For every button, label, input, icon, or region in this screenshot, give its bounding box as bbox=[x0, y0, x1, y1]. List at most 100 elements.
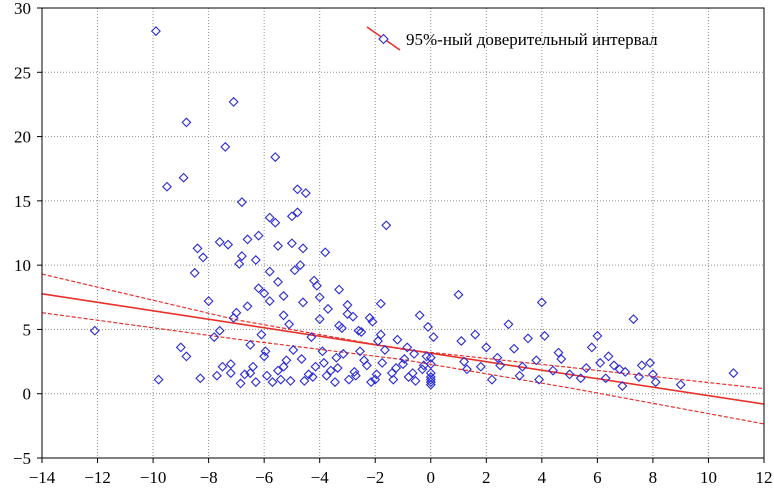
data-point bbox=[288, 345, 299, 355]
data-point bbox=[273, 276, 283, 287]
data-point bbox=[300, 188, 311, 199]
data-point bbox=[275, 374, 286, 385]
data-point bbox=[575, 373, 586, 384]
data-point bbox=[189, 267, 200, 278]
x-tick-label: 8 bbox=[649, 468, 658, 487]
data-point bbox=[359, 355, 370, 366]
data-point bbox=[391, 363, 402, 373]
data-point bbox=[355, 346, 365, 357]
data-point bbox=[581, 363, 592, 373]
data-point bbox=[278, 291, 289, 301]
data-point bbox=[486, 374, 497, 385]
data-point bbox=[181, 117, 192, 128]
data-point bbox=[299, 375, 310, 386]
data-point bbox=[292, 184, 303, 195]
x-tick-label: −6 bbox=[255, 468, 273, 487]
grid-lines bbox=[42, 8, 764, 458]
x-tick-label: 2 bbox=[482, 468, 491, 487]
data-point bbox=[260, 346, 271, 357]
data-point bbox=[481, 342, 492, 353]
data-point bbox=[356, 327, 367, 337]
data-point bbox=[320, 247, 331, 258]
data-point bbox=[636, 360, 647, 371]
data-point bbox=[650, 377, 661, 388]
data-point bbox=[620, 366, 631, 377]
data-point bbox=[273, 240, 283, 251]
data-point bbox=[343, 374, 354, 385]
data-point bbox=[456, 336, 467, 346]
legend-label: 95%-ный доверительный интервал bbox=[406, 30, 658, 49]
data-point bbox=[425, 377, 436, 388]
data-point bbox=[284, 319, 295, 330]
data-point bbox=[425, 372, 436, 382]
data-point bbox=[373, 336, 383, 346]
x-tick-label: 6 bbox=[593, 468, 602, 487]
y-tick-label: 0 bbox=[23, 385, 32, 404]
data-point bbox=[310, 361, 321, 372]
data-point bbox=[338, 348, 349, 359]
data-point bbox=[325, 365, 336, 376]
x-tick-label: −10 bbox=[140, 468, 167, 487]
y-tick-label: 25 bbox=[14, 63, 31, 82]
data-point bbox=[225, 359, 236, 370]
x-tick-label: −2 bbox=[366, 468, 384, 487]
data-point bbox=[407, 368, 418, 379]
data-point bbox=[331, 352, 342, 363]
data-point bbox=[175, 342, 186, 353]
data-point bbox=[353, 325, 364, 336]
data-point bbox=[628, 314, 639, 325]
x-axis-ticks: −14 −12 −10 −8 −6 −4 −2 0 2 4 6 8 10 12 bbox=[29, 458, 773, 487]
data-point bbox=[303, 369, 314, 380]
data-point bbox=[278, 310, 289, 321]
data-point bbox=[514, 370, 525, 381]
regression-line bbox=[41, 293, 765, 405]
data-point bbox=[495, 360, 506, 371]
data-point bbox=[586, 342, 597, 353]
data-point bbox=[398, 359, 408, 370]
data-point bbox=[286, 238, 297, 249]
data-point bbox=[517, 361, 528, 372]
data-point bbox=[261, 370, 272, 381]
data-point bbox=[311, 280, 322, 291]
data-point bbox=[617, 381, 628, 391]
x-tick-label: 0 bbox=[427, 468, 436, 487]
y-tick-label: 30 bbox=[14, 0, 31, 18]
data-point bbox=[342, 300, 353, 310]
data-point bbox=[634, 372, 644, 382]
x-tick-label: 10 bbox=[700, 468, 717, 487]
data-point bbox=[675, 379, 686, 390]
data-point bbox=[259, 351, 270, 362]
data-point bbox=[298, 297, 308, 308]
data-point bbox=[307, 372, 318, 382]
data-point bbox=[278, 361, 289, 372]
data-point bbox=[289, 265, 300, 276]
data-point bbox=[150, 26, 161, 37]
data-point bbox=[250, 377, 261, 388]
data-point bbox=[392, 334, 403, 345]
legend-marker-swatch bbox=[378, 33, 389, 45]
data-point bbox=[323, 303, 333, 314]
data-point bbox=[253, 230, 264, 241]
data-point bbox=[461, 364, 472, 375]
data-point bbox=[317, 346, 328, 357]
regression-line-group bbox=[41, 293, 765, 405]
data-point bbox=[402, 342, 413, 353]
data-point bbox=[336, 323, 347, 334]
data-point bbox=[250, 255, 261, 265]
data-point bbox=[285, 375, 296, 386]
data-point bbox=[534, 374, 545, 385]
data-point bbox=[298, 243, 308, 254]
data-point bbox=[342, 309, 353, 319]
data-point bbox=[264, 266, 275, 277]
data-point bbox=[234, 258, 245, 269]
data-point bbox=[153, 374, 164, 385]
data-point bbox=[647, 369, 658, 380]
data-point bbox=[453, 289, 464, 300]
data-point bbox=[270, 217, 281, 228]
data-point bbox=[595, 357, 606, 368]
data-point bbox=[614, 364, 625, 375]
data-point bbox=[89, 325, 100, 336]
data-point bbox=[270, 152, 281, 163]
data-point bbox=[418, 360, 429, 371]
